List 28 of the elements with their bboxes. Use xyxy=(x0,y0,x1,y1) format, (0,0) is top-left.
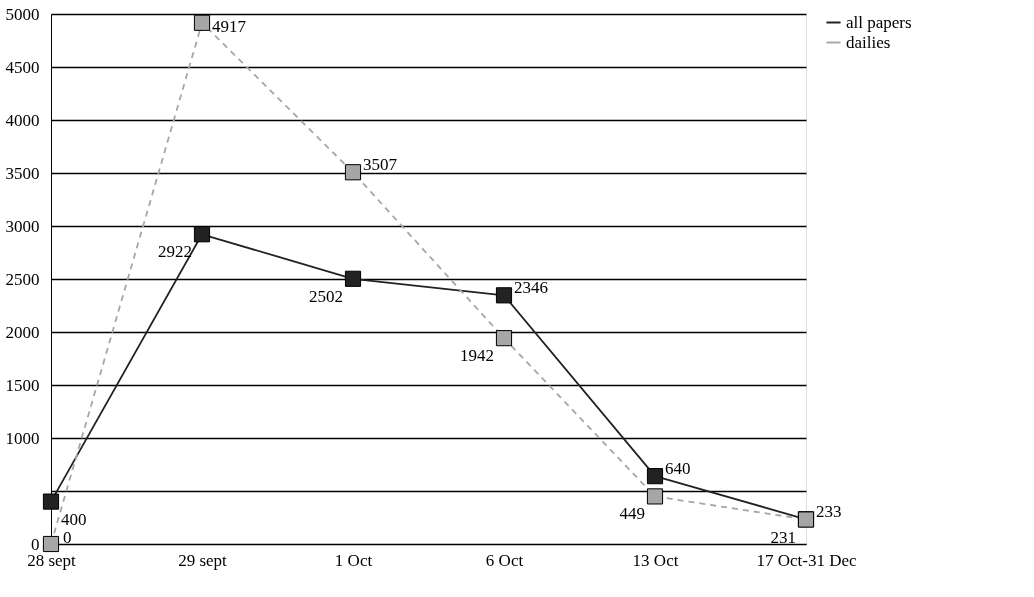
data-label: 2502 xyxy=(309,286,343,306)
data-label: 0 xyxy=(63,528,72,547)
data-label: 4917 xyxy=(212,16,247,36)
x-tick-label: 6 Oct xyxy=(485,550,524,570)
data-label: 400 xyxy=(61,509,87,529)
data-label: 2922 xyxy=(158,242,192,262)
x-tick-label: 13 Oct xyxy=(632,550,679,570)
data-label: 3507 xyxy=(363,155,398,175)
x-tick-label: 17 Oct-31 Dec xyxy=(756,550,857,570)
x-tick-label: 29 sept xyxy=(178,550,228,570)
y-tick-label: 2000 xyxy=(5,322,40,342)
data-label: 231 xyxy=(770,527,796,547)
legend-label: all papers xyxy=(846,12,912,32)
y-tick-label: 2500 xyxy=(5,269,40,289)
y-tick-label: 1000 xyxy=(5,428,40,448)
y-tick-label: 3000 xyxy=(5,216,40,236)
y-tick-label: 3500 xyxy=(5,163,40,183)
data-label: 1942 xyxy=(460,346,494,366)
x-tick-label: 1 Oct xyxy=(334,550,373,570)
y-tick-label: 4500 xyxy=(5,57,40,77)
data-label: 449 xyxy=(619,504,645,524)
data-label: 2346 xyxy=(514,278,548,298)
y-tick-label: 4000 xyxy=(5,110,40,130)
legend-label: dailies xyxy=(846,32,891,52)
data-label: 640 xyxy=(665,459,691,479)
y-tick-label: 1500 xyxy=(5,375,40,395)
y-tick-label: 5000 xyxy=(5,4,40,24)
data-label: 233 xyxy=(816,502,842,522)
